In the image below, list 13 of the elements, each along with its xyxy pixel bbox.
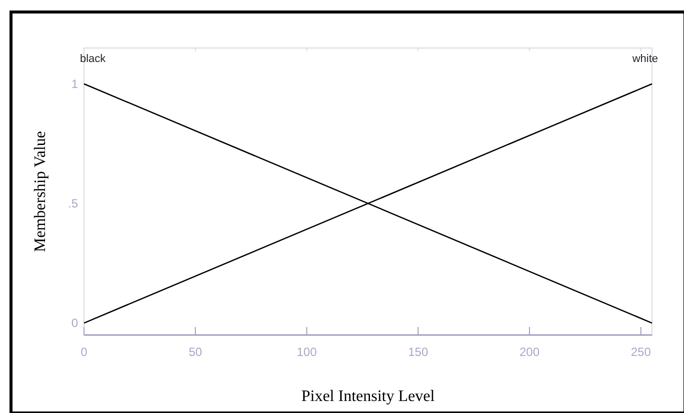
x-tick-label: 100 <box>296 345 318 359</box>
x-tick-label: 0 <box>80 345 88 359</box>
x-tick-label: 200 <box>519 345 540 359</box>
x-axis-title: Pixel Intensity Level <box>301 388 436 405</box>
y-tick-label: 0 <box>71 316 78 330</box>
x-tick-label: 150 <box>408 345 428 359</box>
x-tick-label: 50 <box>188 345 202 359</box>
x-tick-label: 250 <box>630 345 652 359</box>
series-label: black <box>80 52 106 65</box>
y-axis-title: Membership Value <box>32 130 49 252</box>
series-label: white <box>631 52 658 65</box>
y-tick-label: .5 <box>68 196 78 210</box>
y-tick-label: 1 <box>71 76 78 91</box>
